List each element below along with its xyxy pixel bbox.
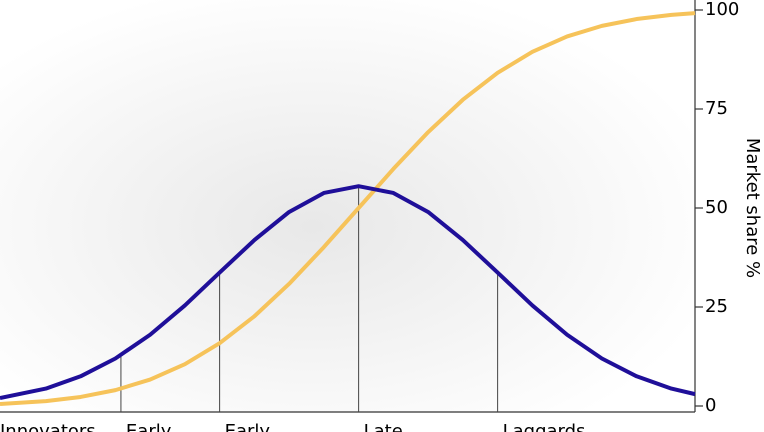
y-tick-label: 0 (705, 395, 716, 416)
category-label: Early (126, 421, 172, 432)
series-line (0, 184, 696, 401)
category-label: Early (225, 421, 271, 432)
y-tick-label: 100 (705, 0, 739, 20)
y-axis-label: Market share % (742, 138, 763, 278)
category-label: Innovators (0, 421, 96, 432)
category-label: Laggards (503, 421, 586, 432)
y-tick-label: 50 (705, 197, 728, 218)
category-label: Late (364, 421, 403, 432)
y-tick-label: 25 (705, 296, 728, 317)
series-line (0, 11, 696, 407)
y-tick-label: 75 (705, 98, 728, 119)
